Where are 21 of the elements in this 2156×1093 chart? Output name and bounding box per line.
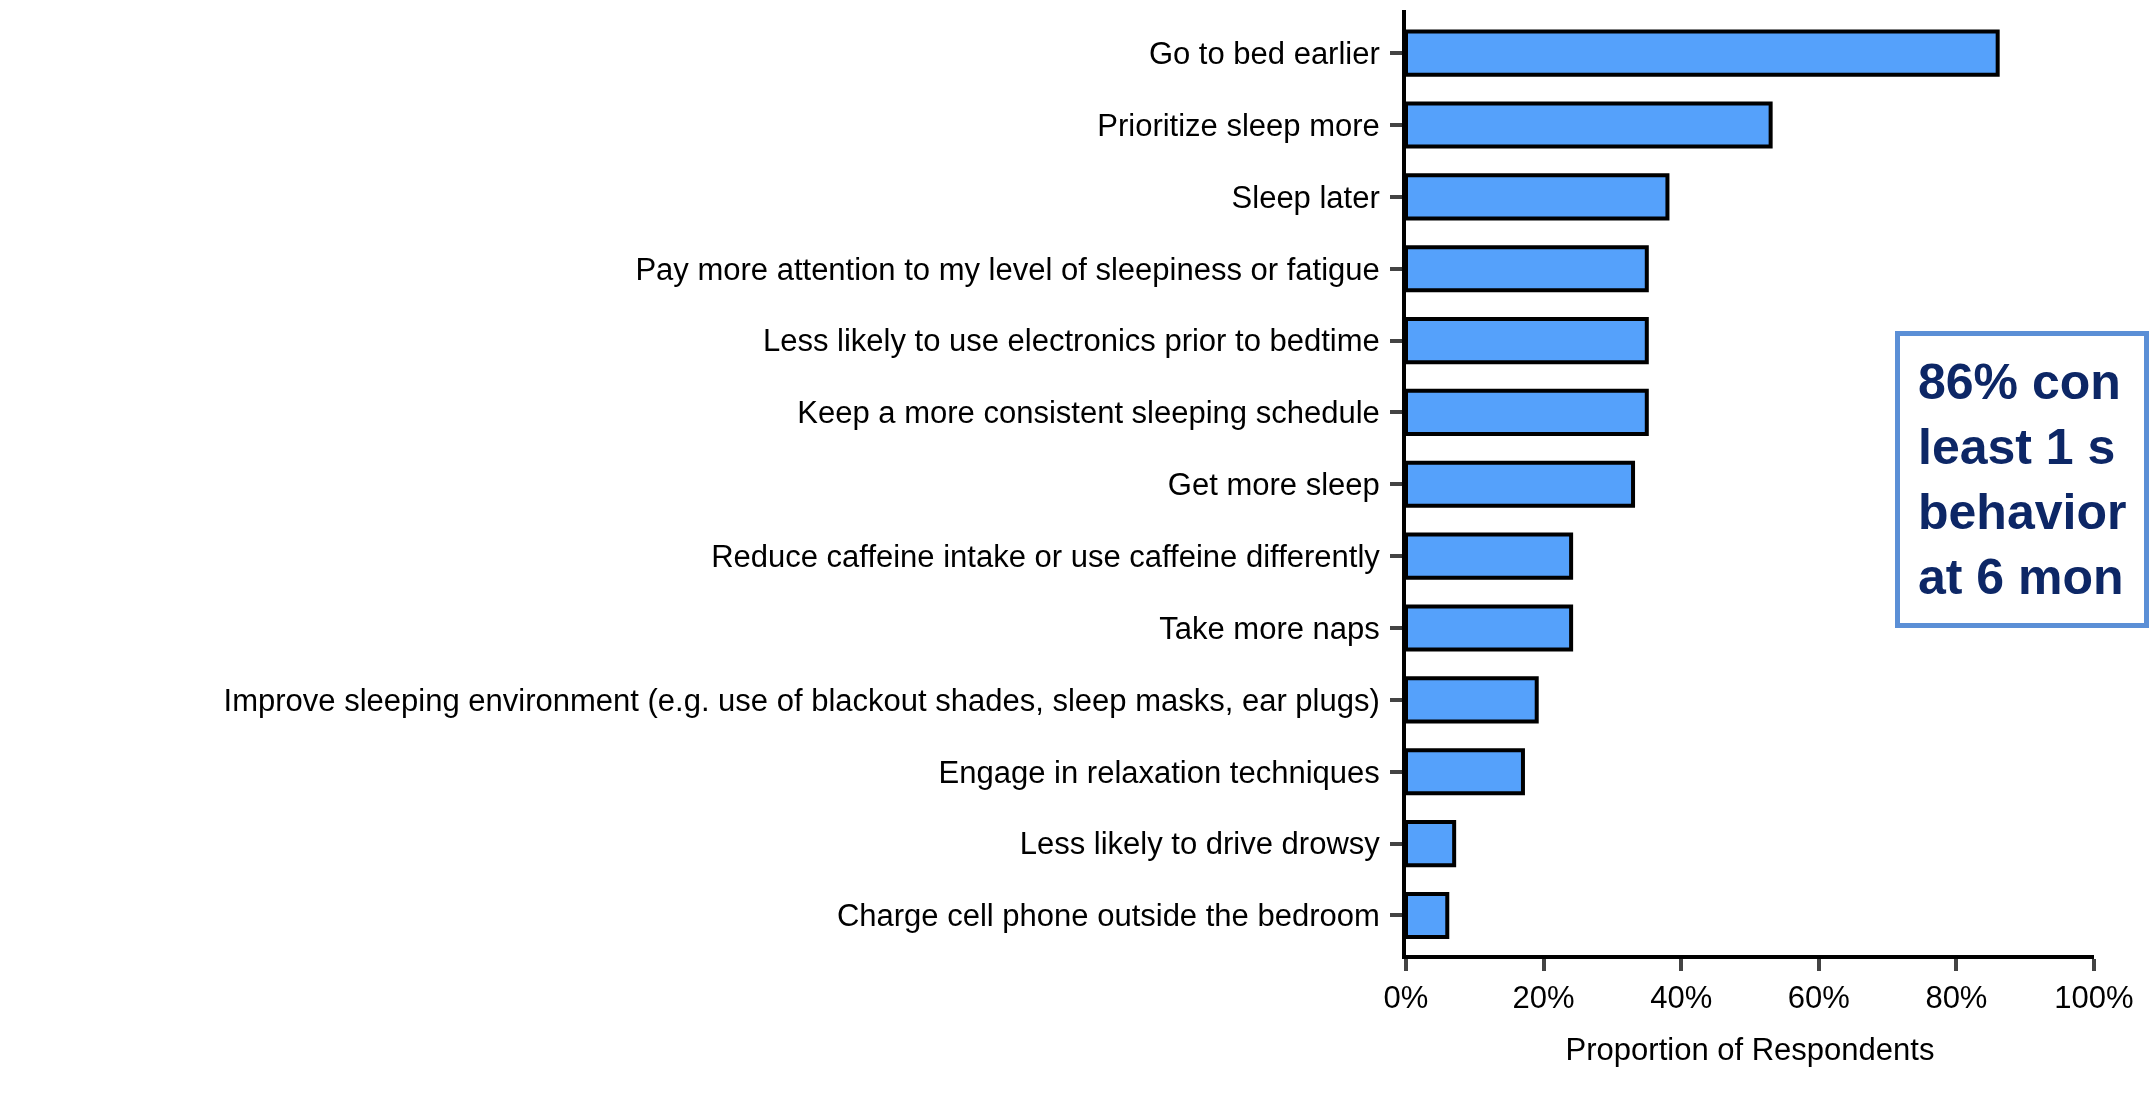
- annotation: 86% con least 1 s behavior at 6 mon: [1918, 354, 2127, 605]
- y-tick-label: Improve sleeping environment (e.g. use of blackout shades, sleep masks, ear plugs): [223, 682, 1380, 718]
- y-tick-label: Pay more attention to my level of sleepiness or fatigue: [635, 251, 1380, 287]
- y-tick-label: Go to bed earlier: [1148, 35, 1380, 71]
- y-tick-label: Sleep later: [1231, 179, 1380, 215]
- x-tick-label: 60%: [1787, 980, 1850, 1016]
- x-tick-label: 100%: [2054, 980, 2134, 1016]
- y-tick-label: Reduce caffeine intake or use caffeine differently: [711, 539, 1381, 575]
- x-tick-label: 20%: [1512, 980, 1575, 1016]
- x-tick-label: 0%: [1383, 980, 1429, 1016]
- y-tick-label: Prioritize sleep more: [1097, 107, 1380, 143]
- y-tick-label: Engage in relaxation techniques: [938, 754, 1380, 790]
- y-tick-label: Get more sleep: [1167, 467, 1380, 503]
- y-tick-label: Less likely to drive drowsy: [1019, 826, 1381, 862]
- y-tick-label: Less likely to use electronics prior to bedtime: [762, 323, 1380, 359]
- y-tick-label: Keep a more consistent sleeping schedule: [797, 395, 1380, 431]
- y-tick-label: Take more naps: [1159, 610, 1380, 646]
- y-tick-label: Charge cell phone outside the bedroom: [836, 898, 1380, 934]
- x-tick-label: 40%: [1650, 980, 1713, 1016]
- x-tick-label: 80%: [1925, 980, 1988, 1016]
- x-axis-title: Proportion of Respondents: [1565, 1031, 1935, 1067]
